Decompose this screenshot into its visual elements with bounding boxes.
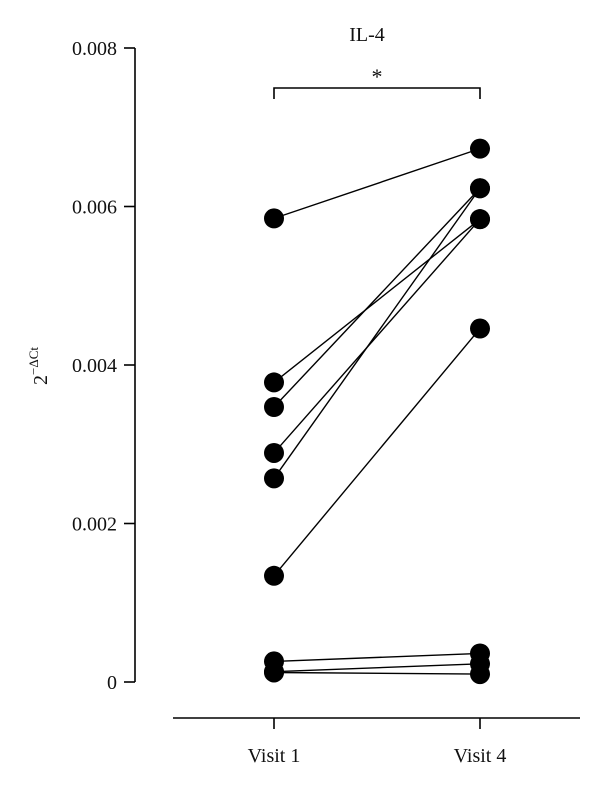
significance-star: *	[372, 64, 383, 89]
visit1-point	[264, 442, 284, 463]
chart-title: IL-4	[349, 24, 385, 46]
significance-bracket: *	[273, 64, 481, 99]
data-points	[264, 138, 490, 685]
visit4-point	[470, 664, 490, 685]
visit4-point	[470, 178, 490, 199]
paired-lines	[273, 147, 481, 675]
pair-line	[273, 652, 481, 663]
visit4-point	[470, 318, 490, 339]
x-tick-label: Visit 1	[248, 745, 301, 767]
y-tick-label: 0.004	[72, 355, 117, 377]
y-tick-label: 0.008	[72, 38, 117, 60]
visit4-point	[470, 138, 490, 159]
visit1-point	[264, 662, 284, 683]
pair-line	[273, 663, 481, 673]
pair-line	[273, 187, 481, 479]
significance-bracket-line	[273, 87, 481, 99]
visit1-point	[264, 468, 284, 489]
y-tick-label: 0.006	[72, 197, 117, 219]
y-tick-label: 0.002	[72, 514, 117, 536]
pair-line	[273, 328, 481, 577]
pair-line	[273, 218, 481, 454]
y-axis-label: 2−ΔCt	[26, 347, 52, 385]
pair-line	[273, 671, 481, 675]
pair-line	[273, 218, 481, 383]
visit4-point	[470, 209, 490, 230]
y-axis-ticks: 0 0.002 0.004 0.006 0.008	[72, 38, 135, 694]
pair-line	[273, 187, 481, 408]
x-tick-label: Visit 4	[454, 745, 507, 767]
y-tick-label: 0	[107, 672, 117, 694]
visit1-point	[264, 208, 284, 229]
x-axis-ticks: Visit 1 Visit 4	[248, 718, 507, 767]
y-axis-label-base: 2	[30, 375, 52, 385]
y-axis-label-superscript: −ΔCt	[26, 347, 41, 375]
visit1-point	[264, 372, 284, 393]
visit1-point	[264, 565, 284, 586]
pair-line	[273, 147, 481, 220]
visit1-point	[264, 397, 284, 418]
